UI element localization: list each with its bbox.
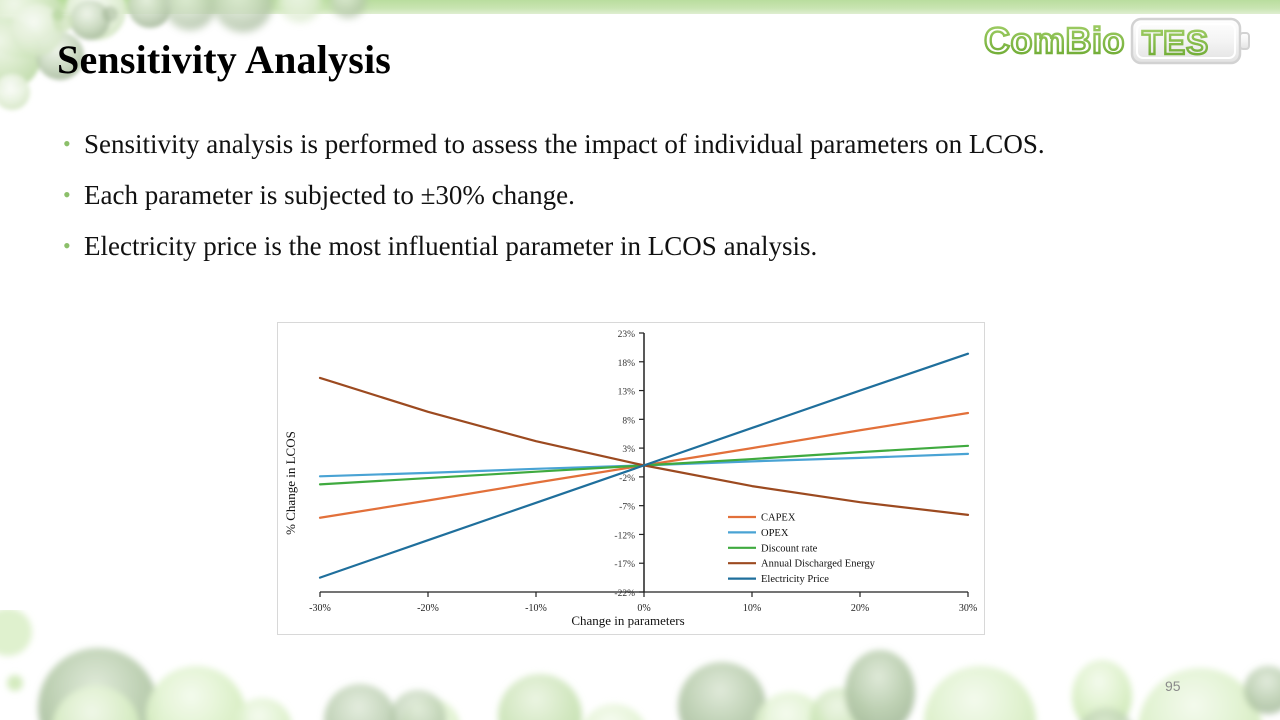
x-tick-label: -10% xyxy=(525,603,547,614)
series-line xyxy=(318,352,970,579)
logo-text-tes: TES xyxy=(1142,24,1209,61)
logo-text-combio: ComBio xyxy=(984,20,1125,61)
bullet-text: Each parameter is subjected to ±30% chan… xyxy=(84,180,575,210)
legend-label: Discount rate xyxy=(761,543,818,554)
bullet-marker-icon: • xyxy=(63,233,71,258)
y-tick-label: 3% xyxy=(622,445,635,455)
y-tick-label: -2% xyxy=(619,474,635,484)
y-tick-label: -22% xyxy=(614,589,635,599)
x-axis-title: Change in parameters xyxy=(571,613,684,628)
bullet-text: Sensitivity analysis is performed to ass… xyxy=(84,129,1045,159)
chart-axes xyxy=(320,333,968,593)
bullet-marker-icon: • xyxy=(63,131,71,156)
x-tick-label: 30% xyxy=(959,603,977,614)
bullet-marker-icon: • xyxy=(63,182,71,207)
y-tick-label: 23% xyxy=(618,330,636,340)
y-tick-label: -7% xyxy=(619,503,635,513)
x-tick-label: -20% xyxy=(417,603,439,614)
y-axis-title: % Change in LCOS xyxy=(283,431,298,535)
page-number: 95 xyxy=(1165,678,1181,694)
y-tick-label: 8% xyxy=(622,416,635,426)
legend-label: OPEX xyxy=(761,528,789,539)
y-tick-label: 13% xyxy=(618,388,636,398)
sensitivity-chart: 23% 18% 13% 8% 3% -2% -7% -12% -17% -22% -30% -20%… xyxy=(277,322,985,635)
chart-legend: CAPEX OPEX Discount rate Annual Discharged … xyxy=(728,513,876,585)
page-title: Sensitivity Analysis xyxy=(57,37,392,82)
list-item: • Electricity price is the most influent… xyxy=(60,228,1220,265)
legend-label: Electricity Price xyxy=(761,574,829,585)
x-tick-label: -30% xyxy=(309,603,331,614)
y-tick-label: -12% xyxy=(614,531,635,541)
bullet-text: Electricity price is the most influentia… xyxy=(84,231,818,261)
legend-label: Annual Discharged Energy xyxy=(761,559,876,570)
x-tick-label: 10% xyxy=(743,603,761,614)
y-axis-ticks: 23% 18% 13% 8% 3% -2% -7% -12% -17% -22% xyxy=(614,330,644,599)
list-item: • Sensitivity analysis is performed to a… xyxy=(60,126,1220,163)
y-tick-label: -17% xyxy=(614,560,635,570)
logo-battery-shape xyxy=(1130,17,1250,65)
x-tick-label: 0% xyxy=(637,603,650,614)
top-accent-band xyxy=(0,0,1280,14)
bullet-list: • Sensitivity analysis is performed to a… xyxy=(60,126,1220,279)
x-tick-label: 20% xyxy=(851,603,869,614)
list-item: • Each parameter is subjected to ±30% ch… xyxy=(60,177,1220,214)
y-tick-label: 18% xyxy=(618,359,636,369)
x-axis-ticks: -30% -20% -10% 0% 10% 20% 30% xyxy=(309,592,977,614)
combiotes-logo: ComBio TES xyxy=(984,16,1256,66)
legend-label: CAPEX xyxy=(761,513,796,524)
chart-series-lines xyxy=(318,352,970,579)
